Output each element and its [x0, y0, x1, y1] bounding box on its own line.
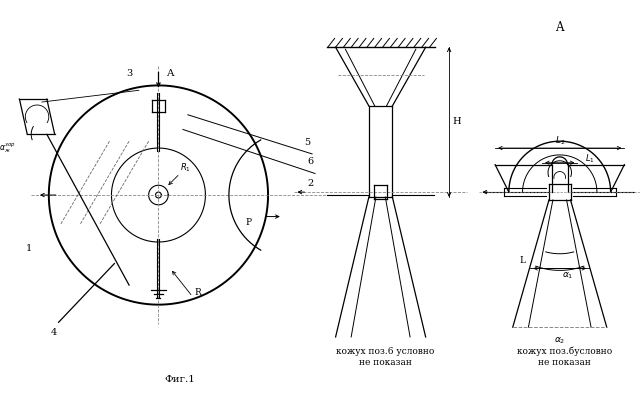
Text: $L_1$: $L_1$ [585, 152, 595, 165]
Text: L: L [520, 256, 525, 265]
Text: A: A [556, 21, 564, 34]
Text: 2: 2 [307, 179, 313, 188]
Text: $R_1$: $R_1$ [180, 162, 191, 174]
Text: Фиг.1: Фиг.1 [164, 375, 195, 384]
Text: не показан: не показан [359, 358, 412, 367]
Text: кожух поз.бусловно: кожух поз.бусловно [517, 347, 612, 356]
Text: $L_2$: $L_2$ [554, 135, 565, 147]
Text: 5: 5 [304, 138, 310, 147]
Text: кожух поз.6 условно: кожух поз.6 условно [337, 347, 435, 356]
Text: A: A [166, 69, 174, 78]
Text: $\alpha_1$: $\alpha_1$ [562, 270, 573, 281]
Text: H: H [452, 117, 461, 126]
Text: $\alpha_2$: $\alpha_2$ [554, 336, 565, 346]
Text: 3: 3 [126, 69, 132, 78]
Text: не показан: не показан [538, 358, 591, 367]
Text: $\alpha^{зор}_{ж}$: $\alpha^{зор}_{ж}$ [0, 141, 15, 155]
Text: 6: 6 [307, 157, 313, 166]
Text: 4: 4 [51, 327, 57, 336]
Text: R: R [194, 288, 201, 298]
Text: 1: 1 [26, 244, 33, 253]
Text: P: P [245, 218, 252, 227]
